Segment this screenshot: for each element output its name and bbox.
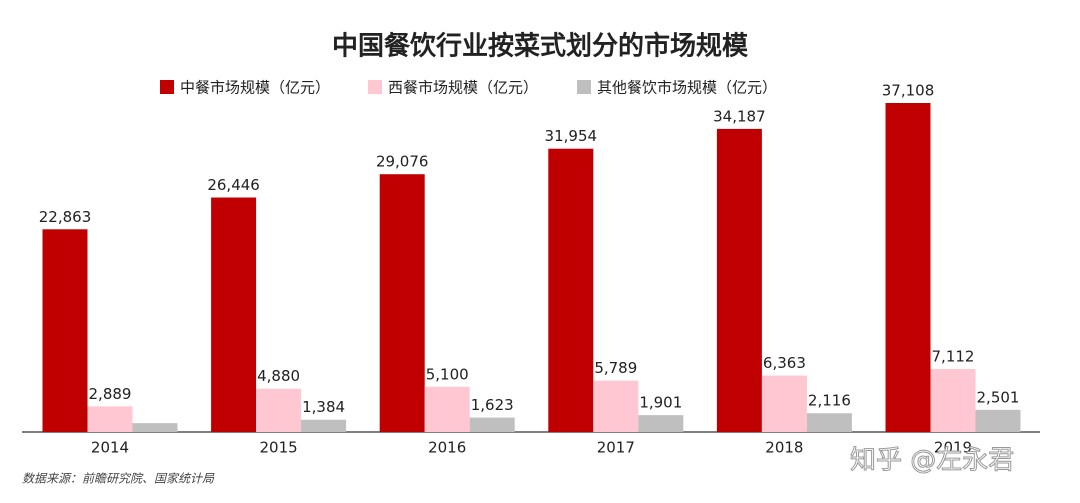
value-label: 6,363 (763, 354, 806, 372)
bar (256, 388, 302, 432)
value-label: 29,076 (376, 153, 429, 171)
legend-label: 其他餐饮市场规模（亿元） (597, 79, 777, 97)
bar (469, 417, 515, 432)
bar (211, 197, 257, 432)
value-label: 2,116 (808, 392, 851, 410)
bar (638, 415, 684, 432)
chart-title: 中国餐饮行业按菜式划分的市场规模 (332, 31, 749, 62)
bar (424, 386, 470, 432)
bar (975, 409, 1021, 432)
bar (42, 229, 88, 432)
value-label: 1,384 (302, 398, 345, 416)
bar (87, 406, 133, 432)
legend-swatch (577, 80, 591, 94)
legend-swatch (160, 80, 174, 94)
value-label: 2,889 (89, 385, 132, 403)
x-tick-label: 2015 (260, 439, 298, 457)
bar (885, 103, 931, 432)
value-label: 4,880 (257, 367, 300, 385)
legend-swatch (368, 80, 382, 94)
value-label: 1,901 (639, 394, 682, 412)
watermark: 知乎 @左永君 (850, 446, 1014, 476)
x-tick-label: 2018 (765, 439, 803, 457)
value-label: 5,100 (426, 365, 469, 383)
bar (930, 368, 976, 432)
value-label: 34,187 (713, 107, 766, 125)
x-tick-label: 2014 (91, 439, 129, 457)
bar (593, 380, 639, 432)
x-tick-label: 2017 (597, 439, 635, 457)
value-label: 2,501 (977, 388, 1020, 406)
value-label: 1,623 (471, 396, 514, 414)
x-tick-label: 2019 (934, 439, 972, 457)
bar (132, 423, 178, 432)
value-label: 22,863 (39, 208, 92, 226)
value-label: 31,954 (545, 127, 598, 145)
bar (716, 128, 762, 432)
value-label: 37,108 (882, 82, 935, 100)
bar (301, 419, 347, 432)
bar (379, 174, 425, 433)
legend-label: 西餐市场规模（亿元） (388, 79, 538, 97)
bar (761, 375, 807, 432)
bar (548, 148, 594, 432)
value-label: 7,112 (932, 347, 975, 365)
source-note: 数据来源：前瞻研究院、国家统计局 (22, 472, 215, 486)
legend-label: 中餐市场规模（亿元） (180, 79, 330, 97)
value-label: 5,789 (594, 359, 637, 377)
bar (806, 413, 852, 432)
x-tick-label: 2016 (428, 439, 466, 457)
value-label: 26,446 (207, 176, 260, 194)
